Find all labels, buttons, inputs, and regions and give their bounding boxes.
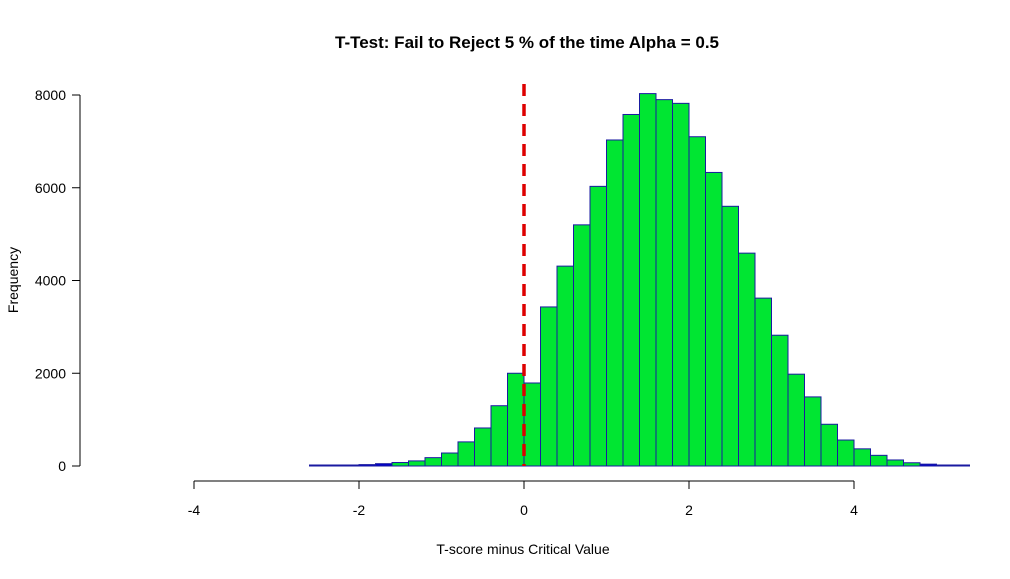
histogram-bar xyxy=(787,373,805,467)
histogram-bar xyxy=(490,405,508,467)
histogram-bar xyxy=(507,372,525,467)
x-tick-label: 2 xyxy=(685,502,693,518)
histogram-bar xyxy=(655,99,673,467)
histogram-bar xyxy=(325,464,343,467)
histogram-bar xyxy=(408,460,426,467)
y-tick-label: 0 xyxy=(58,458,66,474)
y-tick-label: 4000 xyxy=(35,273,66,289)
histogram-bar xyxy=(424,457,442,467)
histogram-bar xyxy=(738,252,756,467)
x-axis-label: T-score minus Critical Value xyxy=(436,541,609,557)
histogram-bar xyxy=(589,185,607,467)
y-axis: 0 2000 4000 6000 8000 xyxy=(35,87,81,474)
histogram-bar xyxy=(375,463,393,467)
histogram-bar xyxy=(540,306,558,467)
histogram-bar xyxy=(309,464,327,467)
histogram-bar xyxy=(721,205,739,467)
y-tick-label: 6000 xyxy=(35,180,66,196)
histogram-bar xyxy=(936,464,954,467)
histogram-bar xyxy=(886,459,904,467)
histogram-bar xyxy=(441,452,459,467)
histogram-bar xyxy=(523,382,541,467)
histogram-bar xyxy=(820,423,838,467)
x-tick-label: -2 xyxy=(353,502,366,518)
histogram-bar xyxy=(754,297,772,467)
histogram-bar xyxy=(705,171,723,467)
histogram-bar xyxy=(870,454,888,467)
histogram-bar xyxy=(804,396,822,467)
histogram-bar xyxy=(837,439,855,467)
x-tick-label: 4 xyxy=(850,502,858,518)
histogram-bar xyxy=(391,462,409,467)
x-axis: -4 -2 0 2 4 xyxy=(188,480,858,518)
histogram-bar xyxy=(688,136,706,467)
histogram-bar xyxy=(903,462,921,467)
y-ticks: 0 2000 4000 6000 8000 xyxy=(35,87,80,474)
histogram-bar xyxy=(771,334,789,467)
histogram-bars xyxy=(309,93,970,467)
histogram-bar xyxy=(853,448,871,467)
y-tick-label: 8000 xyxy=(35,87,66,103)
y-axis-label: Frequency xyxy=(5,247,21,313)
histogram-bar xyxy=(622,113,640,467)
histogram-bar xyxy=(457,441,475,467)
x-ticks: -4 -2 0 2 4 xyxy=(188,481,858,518)
histogram-bar xyxy=(952,464,970,467)
histogram-bar xyxy=(606,139,624,467)
y-tick-label: 2000 xyxy=(35,365,66,381)
histogram-bar xyxy=(639,93,657,467)
histogram-bar xyxy=(474,427,492,467)
chart-title: T-Test: Fail to Reject 5 % of the time A… xyxy=(335,33,719,52)
histogram-bar xyxy=(358,464,376,467)
x-tick-label: -4 xyxy=(188,502,201,518)
histogram-bar xyxy=(672,102,690,467)
histogram-bar xyxy=(573,224,591,467)
histogram-bar xyxy=(919,463,937,467)
histogram-bar xyxy=(342,464,360,467)
histogram-bar xyxy=(556,265,574,467)
x-tick-label: 0 xyxy=(520,502,528,518)
